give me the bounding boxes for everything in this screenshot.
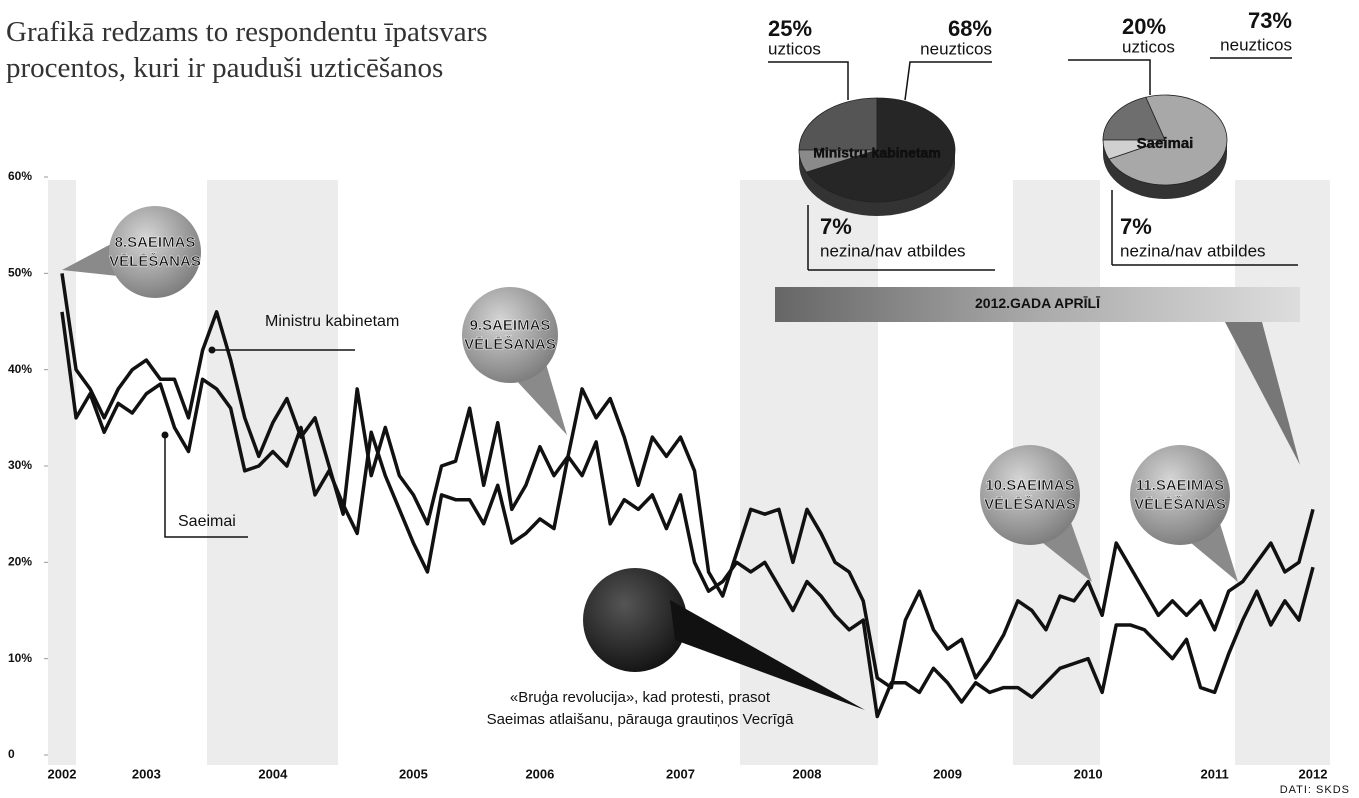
series-label: Ministru kabinetam [265,313,399,330]
label-dot [161,431,169,439]
annotation-text: VĒLĒŠANAS [1134,495,1226,513]
pie-slice [798,149,878,173]
label-leader [164,435,248,538]
y-tick-label: 0 [8,747,15,761]
pie-title: Saeimai [1137,135,1194,152]
annotation-bar [775,287,1300,322]
x-tick-label: 2003 [132,766,161,781]
background-band [1235,180,1330,765]
chart-title: Grafikā redzams to respondentu īpatsvars… [6,16,488,84]
annotation-text: 9.SAEIMAS [470,317,551,334]
y-tick-label: 20% [8,555,32,569]
value-label: 20% [1122,14,1166,39]
pie-slice [798,97,878,151]
y-tick-label: 30% [8,458,32,472]
annotation-text: VĒLĒŠANAS [109,252,201,270]
x-tick-label: 2008 [793,766,822,781]
value-label: 25% [768,16,812,41]
annotation-bubble [462,287,558,383]
category-label: uzticos [768,39,821,58]
x-tick-label: 2006 [525,766,554,781]
value-label: 7% [1120,214,1152,239]
y-tick-label: 50% [8,266,32,280]
annotation-text: Saeimas atlaišanu, pārauga grautiņos Vec… [487,711,795,728]
category-label: uzticos [1122,37,1175,56]
x-tick-label: 2004 [258,766,288,781]
data-line [60,273,1315,690]
background-band [207,180,338,765]
annotation-text: VĒLĒŠANAS [464,335,556,353]
value-label: 7% [820,214,852,239]
x-tick-label: 2009 [933,766,962,781]
y-tick-label: 40% [8,362,32,376]
annotation-text: «Bruģa revolucija», kad protesti, prasot [510,689,771,706]
annotation-text: 11.SAEIMAS [1136,477,1224,494]
y-tick-label: 10% [8,651,32,665]
series-label: Saeimai [178,513,236,530]
annotation-text: VĒLĒŠANAS [984,495,1076,513]
value-label: 68% [948,16,992,41]
pie-leader [768,61,995,271]
category-label: neuzticos [1220,35,1292,54]
pie-slice [805,97,956,203]
bubble-tail [518,366,567,435]
annotation-text: 10.SAEIMAS [985,477,1074,494]
bar-tail [1225,322,1300,465]
bubble-tail [62,244,116,276]
x-tick-label: 2011 [1201,766,1229,781]
x-tick-label: 2010 [1074,766,1103,781]
x-tick-label: 2012 [1299,766,1328,781]
source: DATI: SKDS [1280,784,1350,796]
value-label: 73% [1248,8,1292,33]
pie-title: Ministru kabinetam [813,145,941,161]
x-tick-label: 2005 [399,766,428,781]
annotation-text: 2012.GADA APRĪLĪ [975,295,1101,311]
pie-slice [1102,139,1166,160]
annotation-bubble [1130,445,1230,545]
x-tick-label: 2002 [48,766,77,781]
label-dot [208,346,216,354]
dark-bubble [583,568,687,672]
annotation-bubble [109,206,201,298]
category-label: nezina/nav atbildes [820,241,966,260]
data-line [60,311,1315,719]
category-label: neuzticos [920,39,992,58]
annotation-text: 8.SAEIMAS [115,234,196,251]
bubble-tail [670,600,865,710]
pie-slice [1102,96,1166,141]
category-label: nezina/nav atbildes [1120,241,1266,260]
y-tick-label: 60% [8,169,32,183]
annotation-bubble [980,445,1080,545]
background-band [740,180,878,765]
x-tick-label: 2007 [666,766,695,781]
pie-slice [1108,94,1228,186]
pie-leader [1068,57,1298,266]
